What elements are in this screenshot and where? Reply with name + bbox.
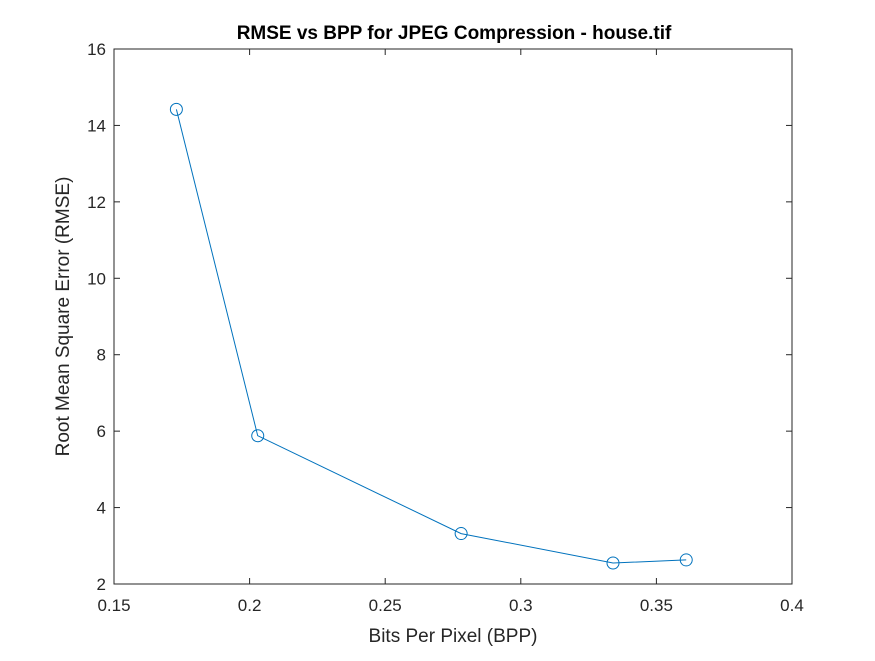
data-point-marker: [679, 553, 693, 567]
x-axis-ticks: 0.15 0.2 0.25 0.3 0.35 0.4: [97, 49, 804, 615]
data-point-marker: [454, 527, 468, 541]
y-tick-label: 4: [97, 499, 106, 518]
series-layer: [169, 102, 693, 570]
data-point-marker: [169, 102, 183, 116]
x-axis-label: Bits Per Pixel (BPP): [369, 626, 538, 647]
y-tick-label: 2: [97, 575, 106, 594]
series-line: [175, 109, 687, 564]
y-tick-label: 12: [87, 193, 106, 212]
y-tick-label: 10: [87, 269, 106, 288]
x-tick-label: 0.2: [238, 596, 262, 615]
chart-title: RMSE vs BPP for JPEG Compression - house…: [237, 23, 672, 44]
x-tick-label: 0.15: [97, 596, 130, 615]
data-point-marker: [251, 429, 265, 443]
x-tick-label: 0.3: [509, 596, 533, 615]
data-point-marker: [606, 556, 620, 570]
y-axis-ticks: 2 4 6 8 10 12 14 16: [87, 40, 792, 594]
y-axis-label: Root Mean Square Error (RMSE): [53, 177, 74, 457]
y-tick-label: 14: [87, 116, 106, 135]
x-tick-label: 0.25: [369, 596, 402, 615]
plot-area: [113, 48, 793, 585]
y-tick-label: 6: [97, 422, 106, 441]
y-tick-label: 8: [97, 346, 106, 365]
x-tick-label: 0.4: [780, 596, 804, 615]
y-tick-label: 16: [87, 40, 106, 59]
x-tick-label: 0.35: [640, 596, 673, 615]
